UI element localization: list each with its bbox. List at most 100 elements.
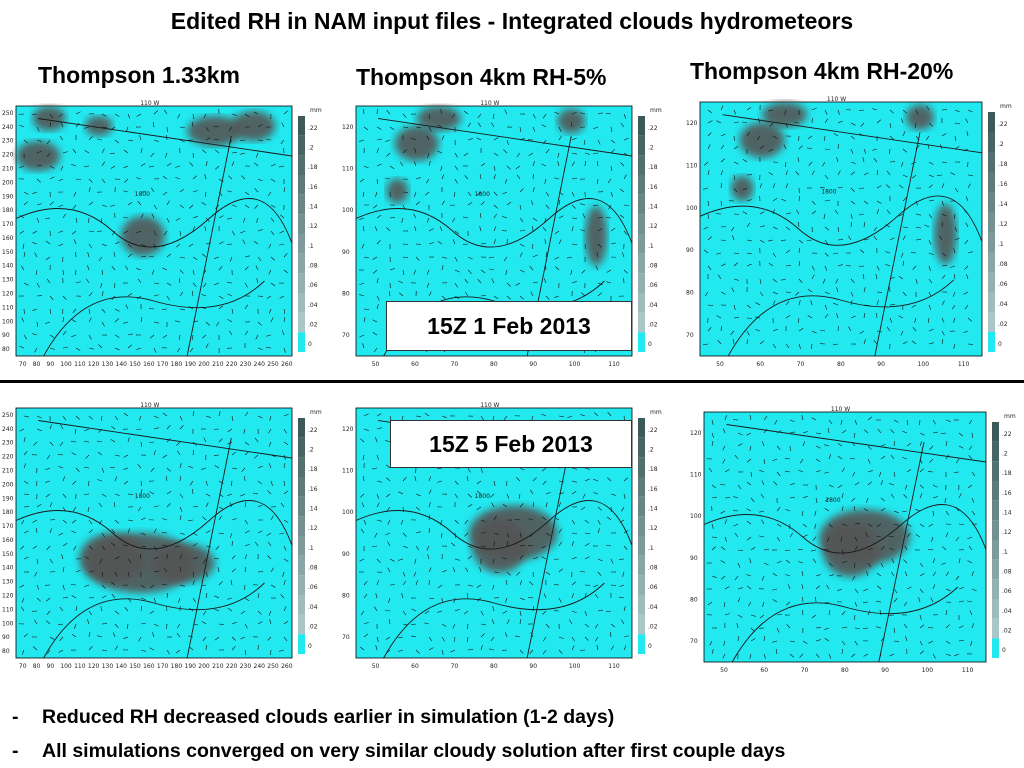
cloud-area <box>386 178 409 204</box>
x-tick-label: 110 <box>608 361 620 368</box>
x-tick-label: 70 <box>451 663 459 670</box>
cloud-area <box>148 543 215 583</box>
date-label-feb5: 15Z 5 Feb 2013 <box>390 420 632 468</box>
colorbar-label: .04 <box>648 604 658 611</box>
y-tick-label: 190 <box>2 193 14 200</box>
longitude-label: 110 W <box>140 100 159 107</box>
colorbar-label: 0 <box>998 341 1002 348</box>
x-tick-label: 250 <box>267 663 279 670</box>
y-tick-label: 220 <box>2 152 14 159</box>
x-tick-label: 60 <box>760 667 768 674</box>
map-lines <box>15 420 293 659</box>
colorbar-label: .1 <box>648 243 654 250</box>
colorbar-label: .2 <box>308 446 314 453</box>
x-tick-label: 90 <box>881 667 889 674</box>
colorbar-label: .16 <box>308 184 318 191</box>
cloud-area <box>16 141 61 171</box>
colorbar-segment <box>638 516 645 536</box>
station-label: 1800 <box>135 191 150 198</box>
colorbar-segment <box>638 555 645 576</box>
y-tick-label: 100 <box>686 205 698 212</box>
y-tick-label: 80 <box>342 593 350 600</box>
colorbar-segment <box>638 418 645 438</box>
y-tick-label: 70 <box>686 332 694 339</box>
colorbar-segment <box>638 634 645 654</box>
colorbar-label: .22 <box>998 121 1008 128</box>
colorbar-label: .04 <box>1002 608 1012 615</box>
colorbar-segment <box>992 618 999 639</box>
y-tick-label: 150 <box>2 551 14 558</box>
colorbar-label: .08 <box>648 564 658 571</box>
wind-barbs <box>18 108 289 354</box>
y-tick-label: 120 <box>2 291 14 298</box>
x-tick-label: 230 <box>240 361 252 368</box>
colorbar-label: .12 <box>1002 529 1012 536</box>
y-tick-label: 170 <box>2 221 14 228</box>
colorbar-label: .06 <box>1002 588 1012 595</box>
colorbar-label: 0 <box>648 341 652 348</box>
x-tick-label: 140 <box>116 663 128 670</box>
colorbar-label: .16 <box>998 181 1008 188</box>
colorbar-label: .06 <box>648 584 658 591</box>
colorbar-segment <box>988 312 995 332</box>
x-tick-label: 120 <box>88 663 100 670</box>
colorbar-segment <box>638 175 645 195</box>
colorbar-label: 0 <box>308 341 312 348</box>
colorbar-unit: mm <box>650 107 662 114</box>
colorbar-label: .08 <box>998 261 1008 268</box>
y-tick-label: 90 <box>342 249 350 256</box>
colorbar-label: .08 <box>648 262 658 269</box>
colorbar-label: .04 <box>308 604 318 611</box>
colorbar-segment <box>298 135 305 156</box>
y-tick-label: 100 <box>690 513 702 520</box>
colorbar-label: .2 <box>648 446 654 453</box>
cloud-area <box>471 518 528 573</box>
colorbar-unit: mm <box>1000 103 1012 110</box>
colorbar-label: .22 <box>1002 431 1012 438</box>
colorbar-segment <box>298 155 305 175</box>
x-tick-label: 70 <box>451 361 459 368</box>
colorbar-segment <box>298 234 305 254</box>
y-tick-label: 220 <box>2 454 14 461</box>
colorbar-label: .16 <box>308 486 318 493</box>
colorbar-segment <box>298 175 305 195</box>
map-lines <box>699 114 983 357</box>
colorbar-segment <box>298 194 305 215</box>
y-tick-label: 180 <box>2 509 14 516</box>
map-panel-4km-rh20-feb5: 1800 110 W 50 60 70 80 90 100 110 120 110 100 90 80 70… <box>690 406 1022 674</box>
y-tick-label: 80 <box>2 648 10 655</box>
colorbar-segment <box>298 575 305 595</box>
colorbar-label: .04 <box>648 302 658 309</box>
y-tick-label: 240 <box>2 124 14 131</box>
colorbar-segment <box>988 212 995 232</box>
y-tick-label: 250 <box>2 110 14 117</box>
y-tick-label: 160 <box>2 537 14 544</box>
colorbar-segment <box>298 496 305 517</box>
wind-barbs <box>703 104 974 350</box>
longitude-label: 110 W <box>480 402 499 409</box>
colorbar-label: .16 <box>1002 490 1012 497</box>
x-tick-label: 110 <box>958 361 970 368</box>
cloud-area <box>822 522 879 577</box>
cloud-area <box>187 116 243 146</box>
colorbar-label: .1 <box>308 545 314 552</box>
colorbar-label: .06 <box>308 282 318 289</box>
colorbar-segment <box>298 214 305 234</box>
y-tick-label: 120 <box>342 426 354 433</box>
colorbar-label: .18 <box>1002 470 1012 477</box>
colorbar-segment <box>992 540 999 560</box>
colorbar-segment <box>298 516 305 536</box>
colorbar-label: .22 <box>648 427 658 434</box>
y-tick-label: 130 <box>2 579 14 586</box>
colorbar-segment <box>992 638 999 658</box>
y-tick-label: 120 <box>686 120 698 127</box>
y-tick-label: 100 <box>2 620 14 627</box>
colorbar-label: .18 <box>998 161 1008 168</box>
colorbar-label: .06 <box>648 282 658 289</box>
colorbar-label: .08 <box>308 564 318 571</box>
y-tick-label: 120 <box>2 593 14 600</box>
y-tick-label: 240 <box>2 426 14 433</box>
map-panel-4km-rh20-feb1: 1800 110 W 50 60 70 80 90 100 110 120 110 100 90 80 70… <box>686 96 1018 368</box>
x-tick-label: 190 <box>185 663 197 670</box>
